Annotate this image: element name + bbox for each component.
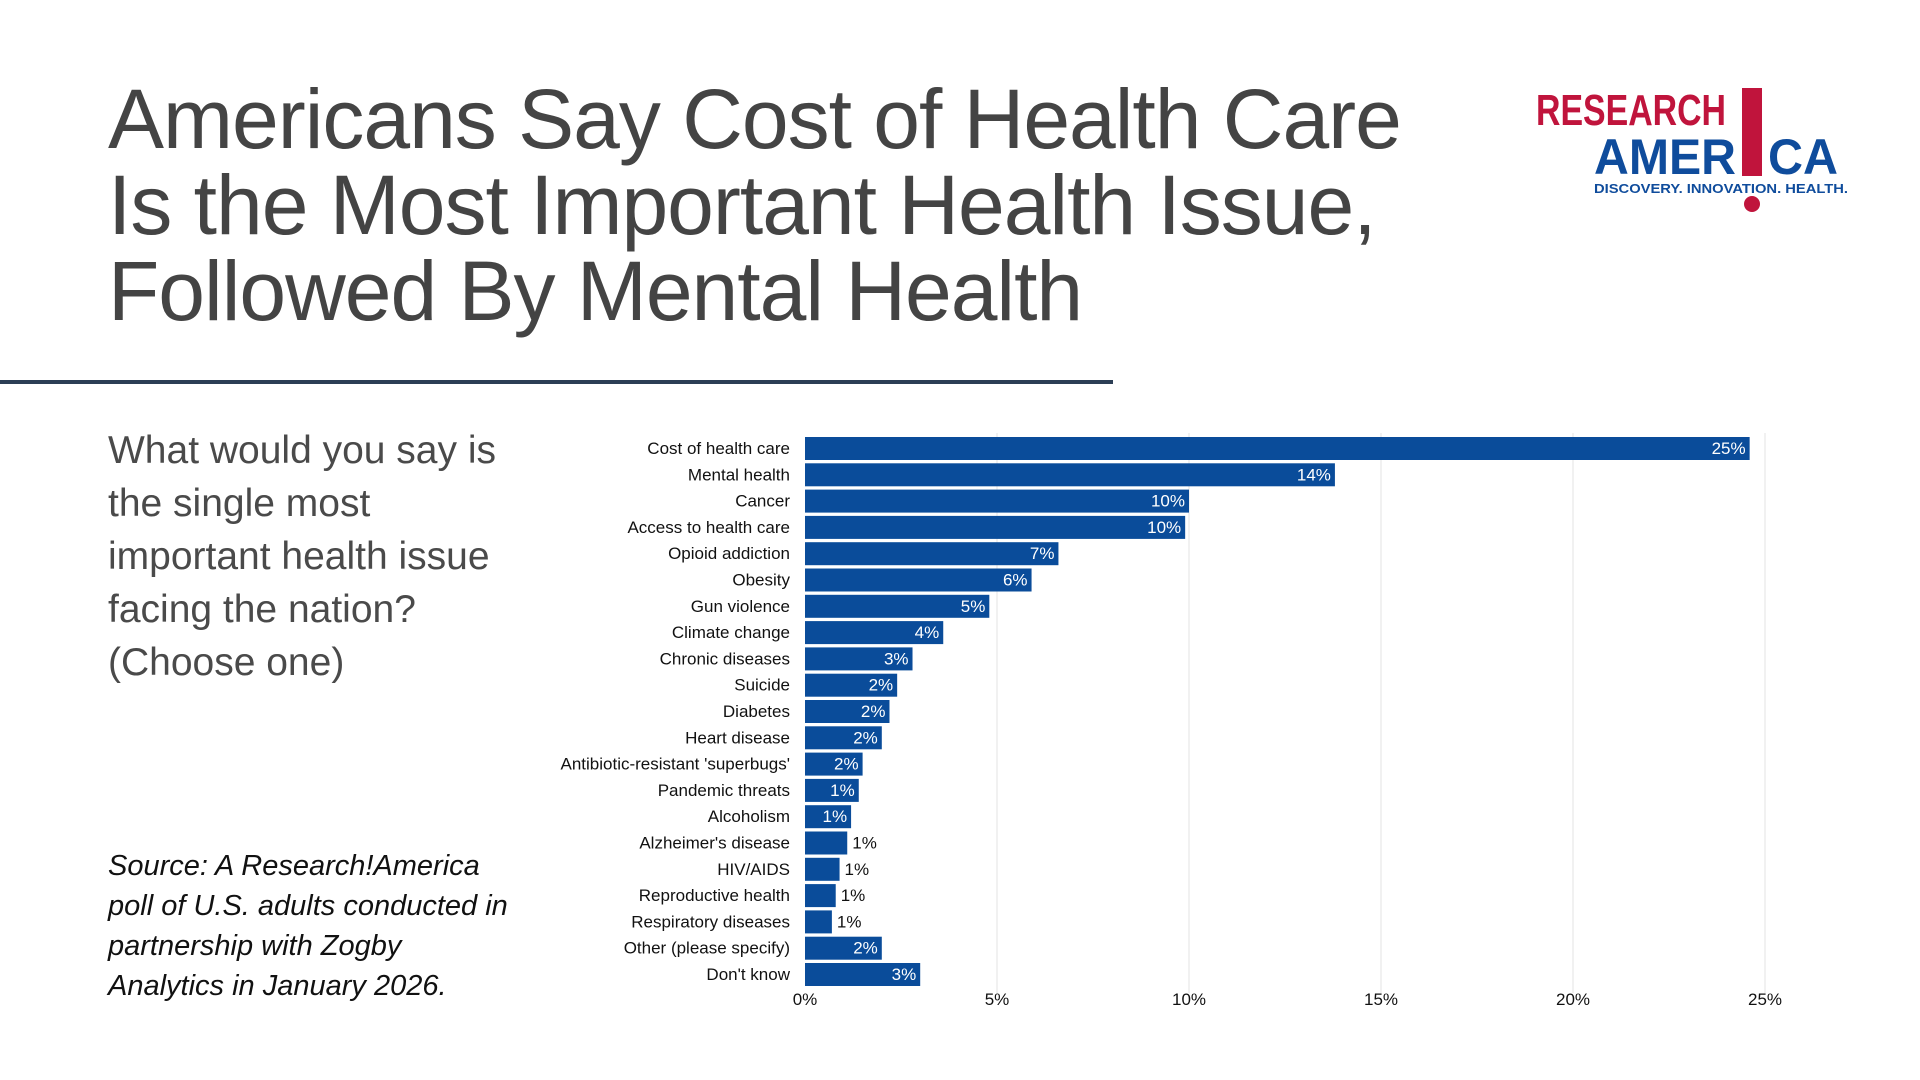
x-tick-label: 5% [985, 990, 1010, 1009]
category-label: Alcoholism [708, 807, 790, 826]
x-tick-label: 25% [1748, 990, 1782, 1009]
category-label: Diabetes [723, 702, 790, 721]
bar [805, 831, 848, 855]
data-label: 14% [1297, 465, 1331, 484]
x-tick-label: 0% [793, 990, 818, 1009]
data-label: 1% [841, 886, 866, 905]
category-label: Climate change [672, 623, 790, 642]
bar [805, 542, 1059, 566]
category-label: Heart disease [685, 728, 790, 747]
bar [805, 647, 913, 671]
logo-tagline: DISCOVERY. INNOVATION. HEALTH. [1594, 181, 1848, 196]
logo-exclamation-bar [1742, 88, 1762, 176]
data-label: 7% [1030, 544, 1055, 563]
data-label: 25% [1712, 439, 1746, 458]
bar [805, 726, 882, 750]
data-label: 1% [830, 781, 855, 800]
bar [805, 857, 840, 881]
bar [805, 936, 882, 960]
bar [805, 463, 1335, 487]
logo-amer-text: AMER [1594, 129, 1736, 185]
bar [805, 778, 859, 802]
title-line-3: Followed By Mental Health [108, 244, 1083, 338]
category-label: Suicide [734, 676, 790, 695]
category-label: Antibiotic-resistant 'superbugs' [561, 755, 791, 774]
category-label: Alzheimer's disease [639, 834, 790, 853]
bar [805, 752, 863, 776]
bar [805, 594, 990, 618]
bar [805, 805, 852, 829]
data-label: 10% [1151, 492, 1185, 511]
data-label: 2% [834, 755, 859, 774]
data-label: 6% [1003, 571, 1028, 590]
data-label: 1% [852, 834, 877, 853]
data-label: 2% [861, 702, 886, 721]
research-america-logo: RESEARCH AMER CA DISCOVERY. INNOVATION. … [1536, 86, 1848, 212]
data-label: 3% [892, 965, 917, 984]
category-label: Obesity [732, 571, 790, 590]
category-label: Mental health [688, 465, 790, 484]
category-label: Don't know [706, 965, 790, 984]
bar [805, 621, 944, 645]
category-label: Chronic diseases [660, 649, 790, 668]
title-line-2: Is the Most Important Health Issue, [108, 158, 1377, 252]
title-divider [0, 380, 1113, 384]
category-label: Opioid addiction [668, 544, 790, 563]
bar [805, 884, 836, 908]
data-label: 3% [884, 649, 909, 668]
category-label: Other (please specify) [624, 939, 790, 958]
category-label: HIV/AIDS [717, 860, 790, 879]
data-label: 1% [845, 860, 870, 879]
bar [805, 437, 1750, 460]
data-label: 1% [837, 912, 862, 931]
chart-title: Americans Say Cost of Health Care Is the… [108, 76, 1408, 334]
logo-ca-text: CA [1768, 129, 1838, 185]
bar [805, 568, 1032, 592]
x-tick-label: 20% [1556, 990, 1590, 1009]
data-label: 10% [1147, 518, 1181, 537]
bar [805, 700, 890, 723]
x-tick-label: 15% [1364, 990, 1398, 1009]
data-label: 1% [823, 807, 848, 826]
category-label: Gun violence [691, 597, 790, 616]
data-label: 5% [961, 597, 986, 616]
data-label: 2% [869, 676, 894, 695]
source-note: Source: A Research!America poll of U.S. … [108, 850, 508, 1002]
x-tick-label: 10% [1172, 990, 1206, 1009]
logo-research-text: RESEARCH [1536, 86, 1726, 135]
category-label: Cost of health care [647, 439, 790, 458]
category-label: Access to health care [627, 518, 790, 537]
bar [805, 673, 898, 697]
category-label: Respiratory diseases [631, 912, 790, 931]
data-label: 4% [915, 623, 940, 642]
bar [805, 515, 1186, 539]
bar [805, 489, 1189, 513]
title-line-1: Americans Say Cost of Health Care [108, 72, 1402, 166]
data-label: 2% [853, 728, 878, 747]
category-label: Reproductive health [639, 886, 790, 905]
bar [805, 963, 921, 986]
category-label: Cancer [735, 492, 790, 511]
category-label: Pandemic threats [658, 781, 790, 800]
bar [805, 910, 832, 934]
logo-exclamation-dot [1744, 196, 1760, 212]
survey-question: What would you say is the single most im… [108, 429, 497, 684]
data-label: 2% [853, 939, 878, 958]
